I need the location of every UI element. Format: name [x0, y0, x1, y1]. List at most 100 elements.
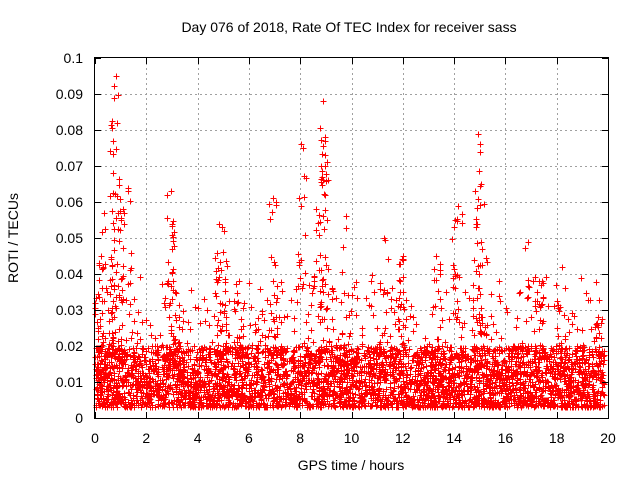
data-point: [266, 381, 273, 388]
data-point: [481, 350, 488, 357]
data-point: [497, 298, 504, 305]
data-point: [114, 261, 121, 268]
data-point: [368, 377, 375, 384]
data-point: [107, 291, 114, 298]
data-point: [206, 378, 213, 385]
data-point: [96, 294, 103, 301]
data-point: [387, 380, 394, 387]
data-point: [232, 346, 239, 353]
data-point: [323, 178, 330, 185]
data-point: [333, 295, 340, 302]
data-point: [387, 369, 394, 376]
data-point: [153, 363, 160, 370]
data-point: [160, 381, 167, 388]
data-point: [199, 357, 206, 364]
data-point: [349, 390, 356, 397]
data-point: [222, 276, 229, 283]
data-point: [109, 208, 116, 215]
data-point: [324, 325, 331, 332]
data-point: [297, 362, 304, 369]
data-point: [269, 209, 276, 216]
data-point: [328, 343, 335, 350]
data-point: [330, 326, 337, 333]
data-point: [241, 375, 248, 382]
data-point: [191, 343, 198, 350]
data-point: [510, 396, 517, 403]
data-point: [552, 392, 559, 399]
data-point: [388, 344, 395, 351]
data-point: [171, 337, 178, 344]
data-point: [460, 379, 467, 386]
data-point: [500, 358, 507, 365]
data-point: [400, 274, 407, 281]
data-point: [551, 371, 558, 378]
data-point: [599, 384, 606, 391]
data-point: [194, 368, 201, 375]
data-point: [291, 348, 298, 355]
data-point: [220, 402, 227, 409]
data-point: [466, 295, 473, 302]
data-point: [339, 331, 346, 338]
data-point: [390, 365, 397, 372]
data-point: [179, 399, 186, 406]
data-point: [320, 213, 327, 220]
data-point: [169, 386, 176, 393]
data-point: [373, 346, 380, 353]
data-point: [154, 381, 161, 388]
data-point: [407, 365, 414, 372]
data-point: [522, 245, 529, 252]
data-point: [268, 351, 275, 358]
data-point: [164, 215, 171, 222]
data-point: [99, 229, 106, 236]
data-point: [598, 352, 605, 359]
data-point: [409, 357, 416, 364]
data-point: [481, 201, 488, 208]
data-point: [387, 333, 394, 340]
data-point: [589, 361, 596, 368]
data-point: [338, 367, 345, 374]
data-point: [459, 211, 466, 218]
data-point: [542, 400, 549, 407]
data-point: [362, 355, 369, 362]
data-point: [133, 345, 140, 352]
data-point: [121, 221, 128, 228]
data-point: [110, 190, 117, 197]
data-point: [440, 355, 447, 362]
data-point: [577, 364, 584, 371]
data-point: [398, 394, 405, 401]
data-point: [187, 326, 194, 333]
data-point: [164, 373, 171, 380]
data-point: [384, 339, 391, 346]
data-point: [174, 404, 181, 411]
data-point: [302, 398, 309, 405]
data-point: [365, 348, 372, 355]
data-point: [585, 297, 592, 304]
data-point: [412, 368, 419, 375]
data-point: [450, 275, 457, 282]
data-point: [146, 370, 153, 377]
data-point: [440, 384, 447, 391]
data-point: [476, 285, 483, 292]
data-point: [120, 273, 127, 280]
data-point: [211, 394, 218, 401]
data-point: [353, 312, 360, 319]
data-point: [451, 393, 458, 400]
data-point: [578, 391, 585, 398]
data-point: [601, 357, 608, 364]
data-point: [101, 210, 108, 217]
data-point: [384, 289, 391, 296]
data-point: [114, 120, 121, 127]
data-point: [231, 404, 238, 411]
data-point: [370, 312, 377, 319]
data-point: [543, 365, 550, 372]
data-point: [476, 397, 483, 404]
data-point: [478, 345, 485, 352]
data-point: [184, 382, 191, 389]
x-tick-label: 18: [549, 430, 565, 446]
data-point: [476, 389, 483, 396]
data-point: [293, 393, 300, 400]
data-point: [278, 350, 285, 357]
data-point: [265, 348, 272, 355]
data-point: [415, 399, 422, 406]
data-point: [105, 307, 112, 314]
